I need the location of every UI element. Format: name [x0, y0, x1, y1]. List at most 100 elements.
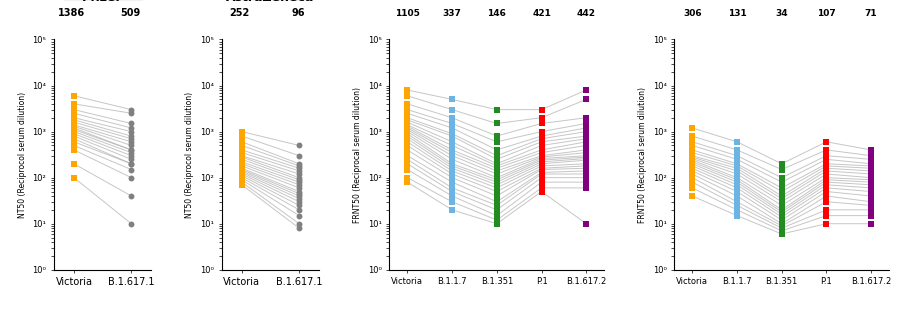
Point — [234, 177, 249, 182]
Point — [489, 121, 504, 126]
Point — [66, 175, 81, 180]
Point — [864, 171, 878, 177]
Text: C: C — [362, 0, 373, 1]
Point — [774, 212, 788, 217]
Text: A: A — [27, 0, 39, 1]
Point — [819, 157, 833, 162]
Point — [66, 129, 81, 134]
Point — [401, 88, 415, 93]
Point — [234, 170, 249, 175]
Point — [445, 168, 459, 174]
Point — [864, 168, 878, 174]
Point — [292, 161, 306, 166]
Text: 252: 252 — [229, 9, 250, 18]
Point — [579, 168, 594, 174]
Point — [445, 163, 459, 168]
Point — [124, 134, 138, 139]
Point — [124, 153, 138, 158]
Point — [124, 157, 138, 162]
Point — [445, 150, 459, 155]
Point — [774, 228, 788, 234]
Point — [445, 121, 459, 126]
Point — [730, 165, 744, 171]
Point — [124, 167, 138, 172]
Point — [579, 134, 594, 139]
Point — [864, 193, 878, 199]
Point — [685, 175, 700, 180]
Point — [66, 122, 81, 128]
Point — [445, 143, 459, 148]
Point — [579, 121, 594, 126]
Point — [819, 168, 833, 174]
Point — [66, 136, 81, 141]
Point — [66, 115, 81, 120]
Point — [66, 117, 81, 122]
Point — [534, 139, 549, 144]
Point — [401, 153, 415, 158]
Point — [864, 182, 878, 188]
Point — [685, 154, 700, 160]
Point — [489, 153, 504, 158]
Point — [864, 199, 878, 204]
Point — [534, 150, 549, 155]
Point — [445, 97, 459, 102]
Point — [489, 213, 504, 218]
Point — [774, 223, 788, 228]
Point — [685, 139, 700, 144]
Point — [489, 182, 504, 188]
Point — [685, 159, 700, 164]
Point — [685, 171, 700, 177]
Point — [730, 153, 744, 158]
Point — [234, 159, 249, 164]
Point — [534, 107, 549, 112]
Point — [445, 134, 459, 139]
Point — [774, 209, 788, 215]
Point — [730, 177, 744, 182]
Point — [234, 173, 249, 178]
Point — [401, 143, 415, 148]
Y-axis label: NT50 (Reciprocol serum dilution): NT50 (Reciprocol serum dilution) — [186, 91, 195, 218]
Point — [730, 193, 744, 199]
Point — [401, 111, 415, 116]
Point — [579, 156, 594, 161]
Point — [534, 180, 549, 185]
Point — [234, 165, 249, 171]
Point — [66, 143, 81, 148]
Point — [819, 139, 833, 144]
Point — [579, 97, 594, 102]
Point — [534, 171, 549, 177]
Point — [730, 175, 744, 180]
Point — [730, 189, 744, 194]
Point — [730, 171, 744, 177]
Text: B: B — [194, 0, 206, 1]
Point — [445, 157, 459, 162]
Point — [579, 175, 594, 180]
Point — [534, 121, 549, 126]
Point — [730, 203, 744, 208]
Point — [579, 153, 594, 158]
Point — [534, 136, 549, 141]
Point — [774, 193, 788, 199]
Point — [445, 199, 459, 204]
Point — [774, 196, 788, 201]
Text: 96: 96 — [291, 9, 304, 18]
Point — [489, 175, 504, 180]
Point — [124, 161, 138, 166]
Point — [864, 177, 878, 182]
Point — [579, 180, 594, 185]
Point — [489, 221, 504, 226]
Point — [445, 193, 459, 199]
Point — [66, 93, 81, 98]
Point — [534, 167, 549, 172]
Point — [489, 157, 504, 162]
Point — [730, 157, 744, 162]
Point — [685, 168, 700, 174]
Point — [685, 153, 700, 158]
Point — [66, 107, 81, 112]
Point — [401, 115, 415, 120]
Point — [489, 161, 504, 166]
Text: D: D — [647, 0, 659, 1]
Point — [819, 147, 833, 153]
Point — [489, 180, 504, 185]
Point — [234, 161, 249, 166]
